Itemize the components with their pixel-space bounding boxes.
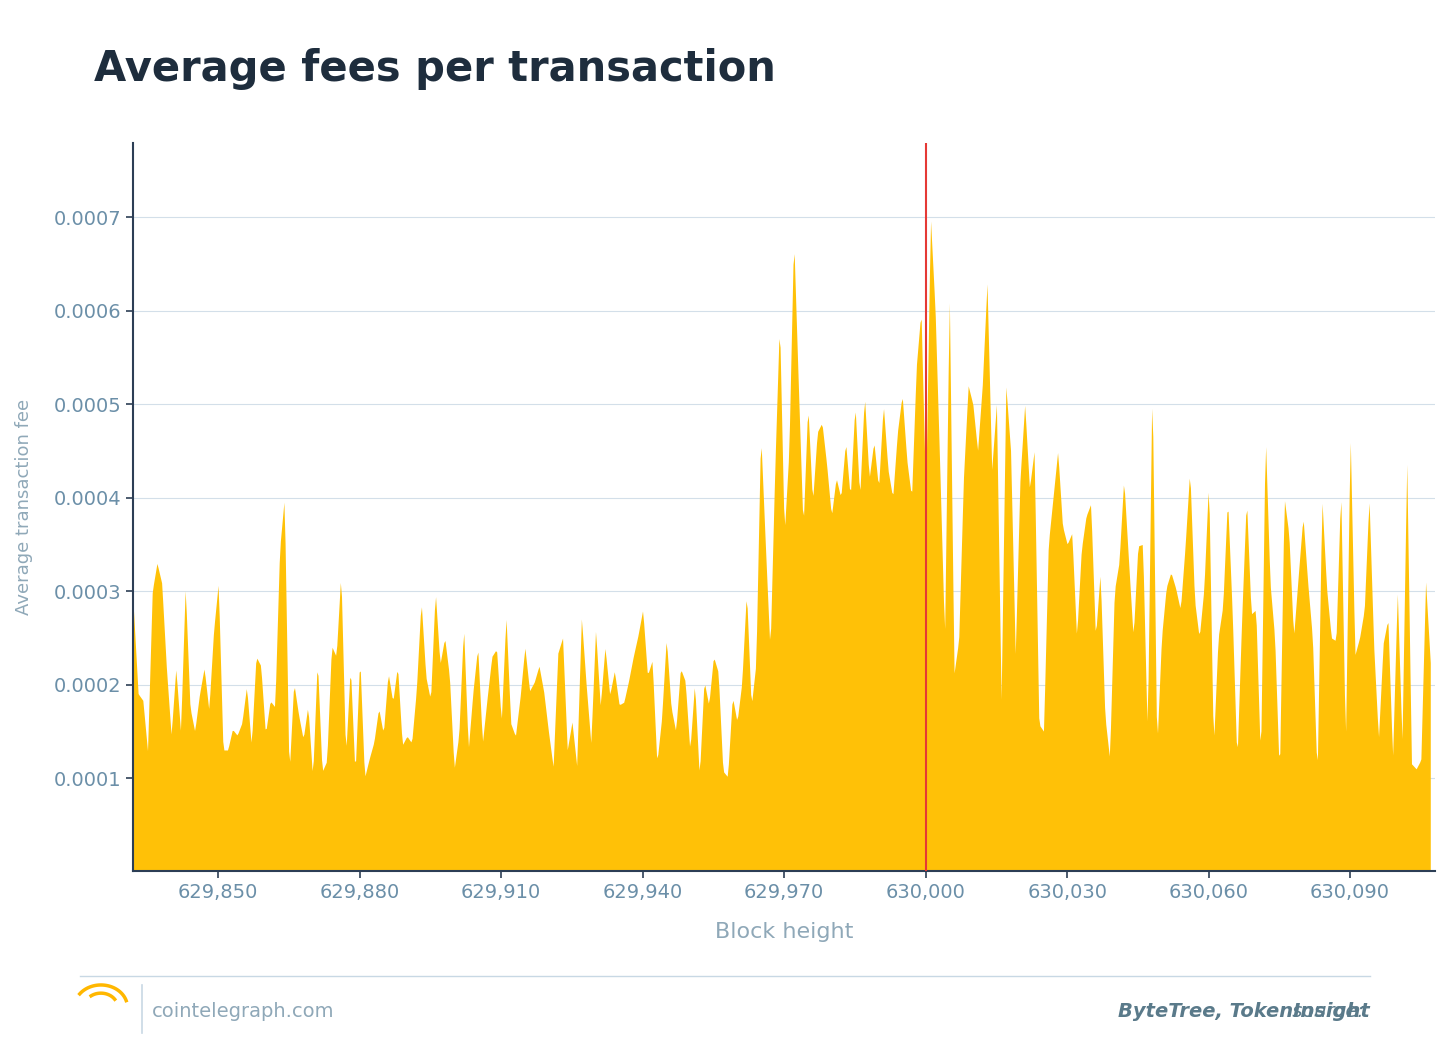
Y-axis label: Average transaction fee: Average transaction fee (14, 399, 33, 615)
Text: Average fees per transaction: Average fees per transaction (94, 48, 776, 90)
Text: cointelegraph.com: cointelegraph.com (152, 1002, 335, 1022)
Text: source:: source: (1135, 1002, 1370, 1022)
Text: ByteTree, TokenInsight: ByteTree, TokenInsight (1118, 1002, 1370, 1022)
X-axis label: Block height: Block height (715, 922, 854, 942)
